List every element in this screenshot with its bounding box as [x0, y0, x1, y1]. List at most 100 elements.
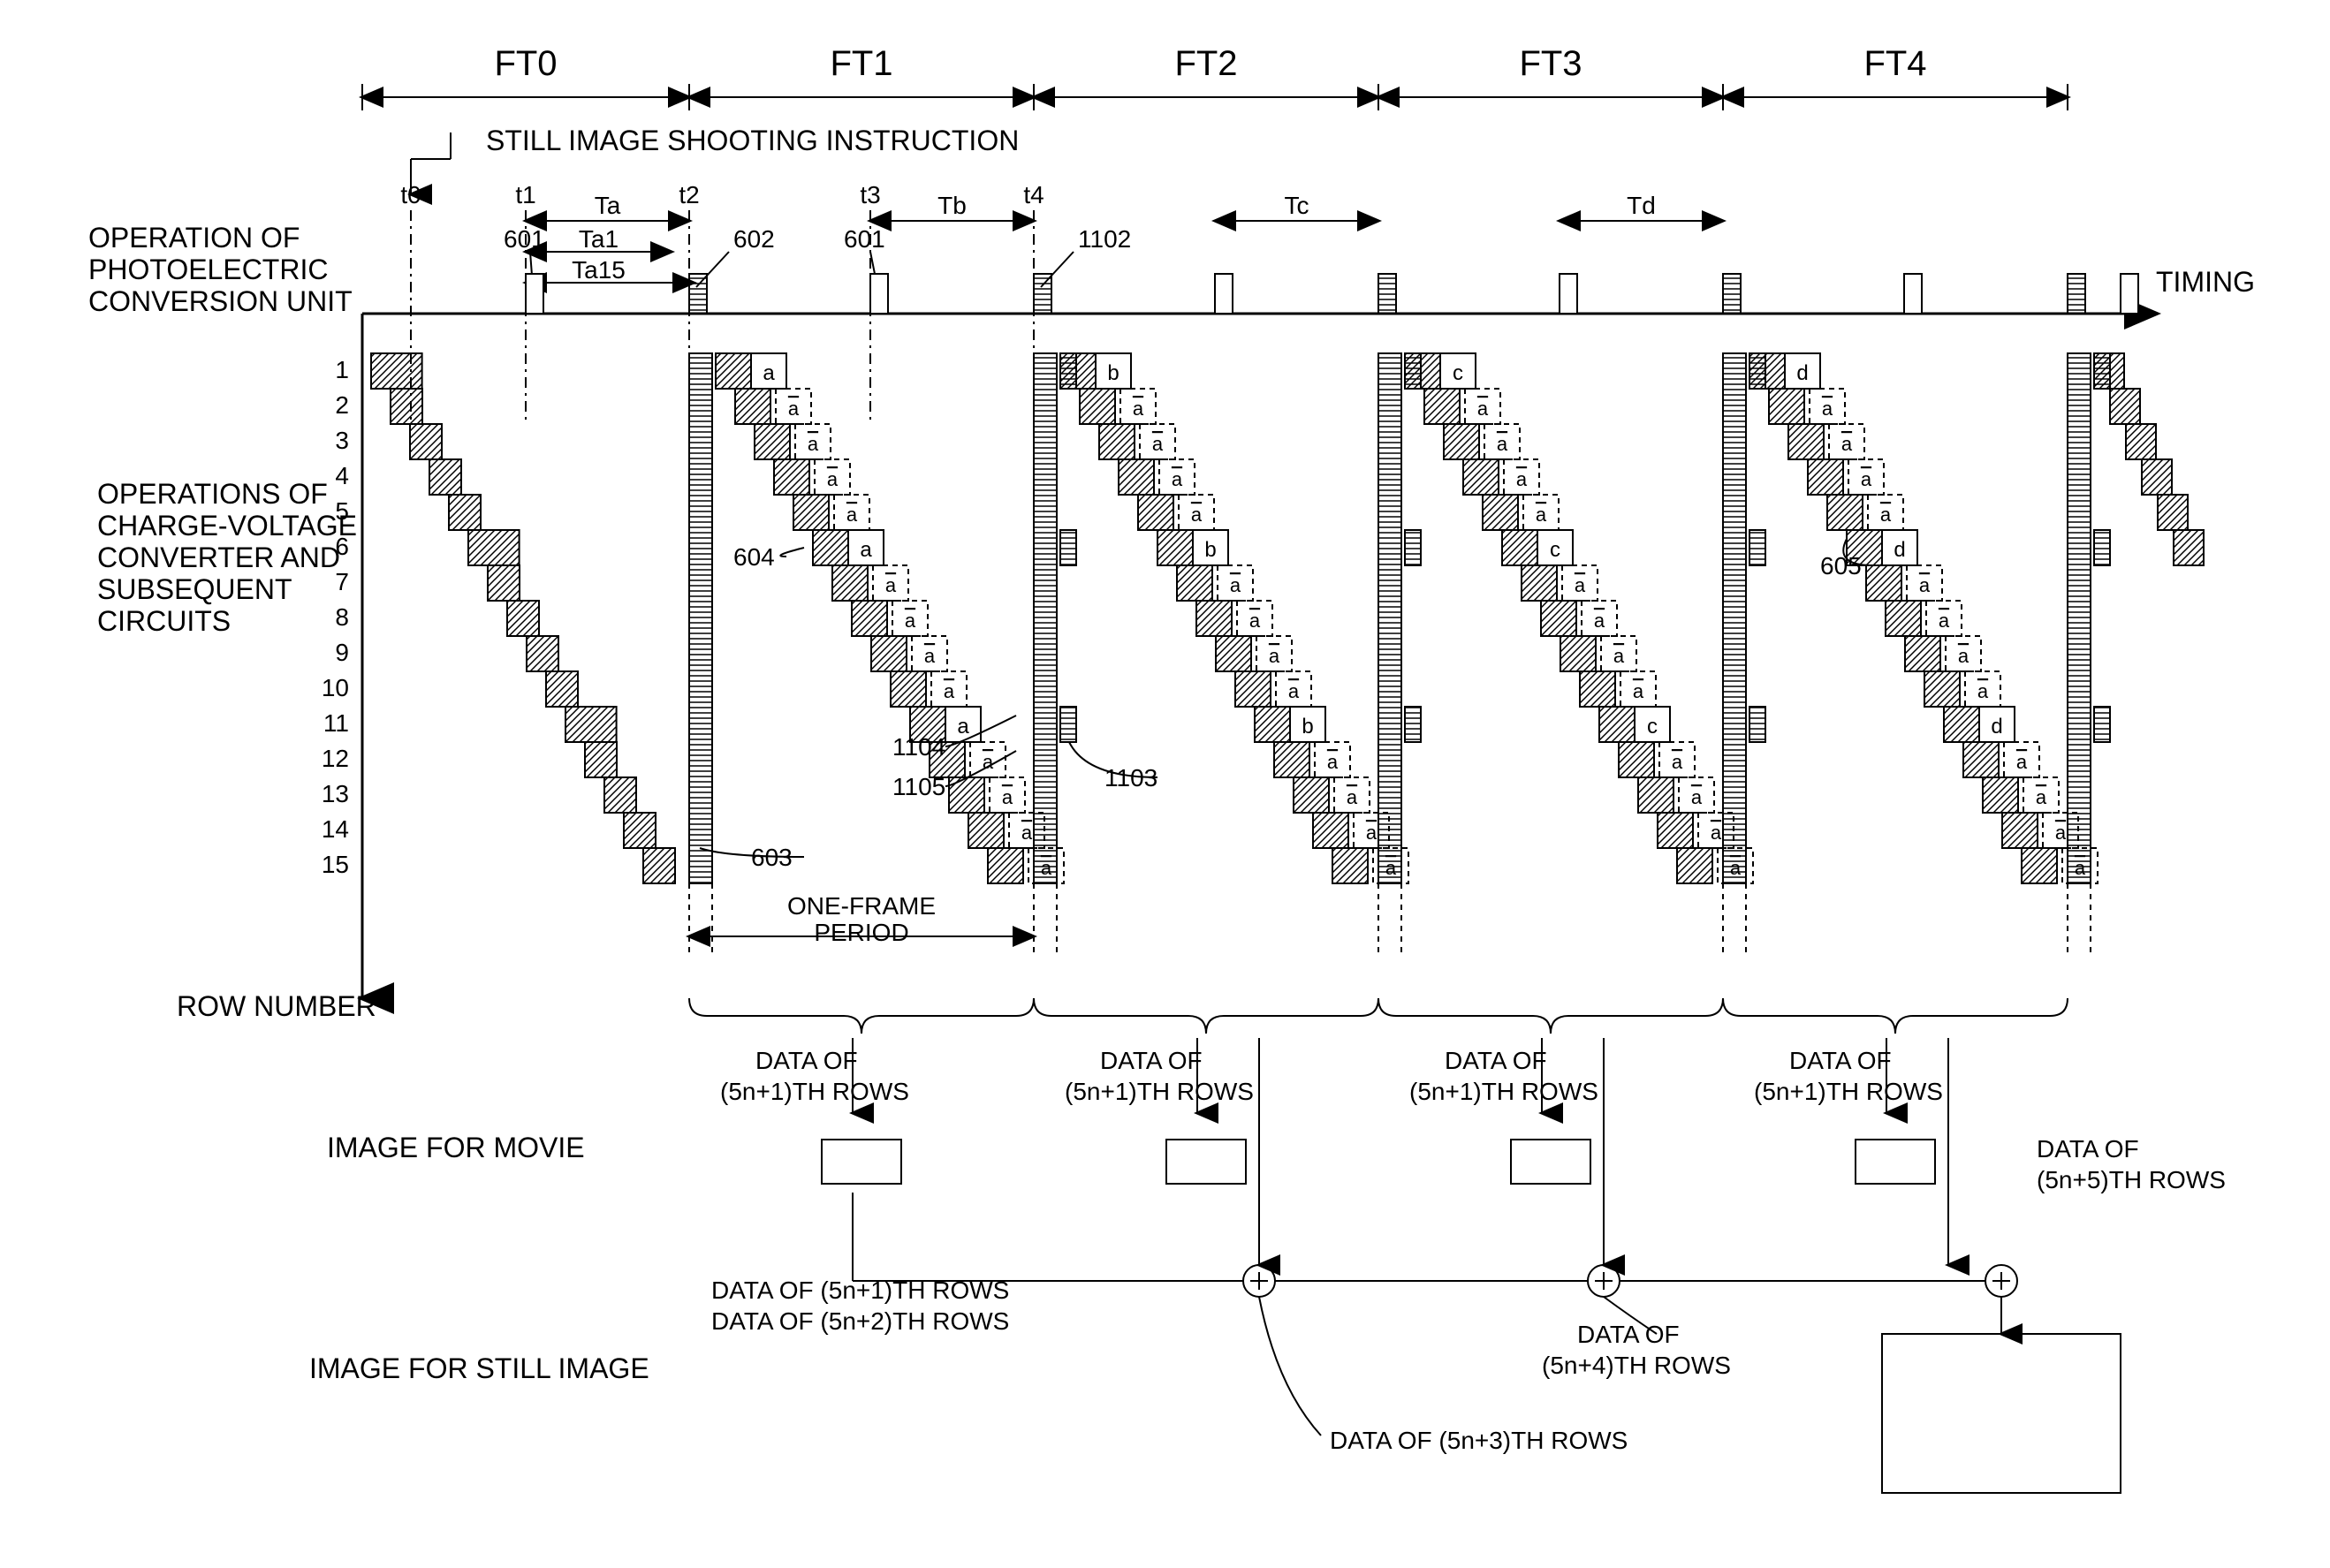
label-converter: CIRCUITS — [97, 605, 231, 637]
cell-letter: b — [1302, 715, 1313, 739]
row-number: 13 — [322, 780, 349, 807]
cell-letter: b — [1204, 538, 1216, 562]
cell-letter-abar: a — [1516, 468, 1528, 490]
rows-5n1: (5n+1)TH ROWS — [720, 1078, 909, 1105]
label-converter: CONVERTER AND — [97, 542, 340, 573]
row-number: 7 — [335, 568, 349, 595]
cell-letter: c — [1453, 361, 1463, 385]
period-ta1: Ta1 — [579, 225, 619, 253]
frame-label: FT4 — [1863, 44, 1926, 83]
cell-letter-abar: a — [1711, 822, 1722, 844]
rows-5n2: DATA OF (5n+2)TH ROWS — [711, 1307, 1009, 1335]
ref-1102: 1102 — [1078, 225, 1131, 253]
cell-letter-abar: a — [1021, 822, 1033, 844]
data-of-label: DATA OF — [1100, 1047, 1203, 1074]
rows-5n1: (5n+1)TH ROWS — [1065, 1078, 1254, 1105]
row-number: 9 — [335, 639, 349, 666]
cell-letter: c — [1647, 715, 1658, 739]
cell-letter-abar: a — [905, 610, 916, 632]
row-number: 8 — [335, 603, 349, 631]
cell-letter-abar: a — [1366, 822, 1378, 844]
label-photoelectric: PHOTOELECTRIC — [88, 254, 328, 285]
ref-label: 1105 — [892, 773, 945, 800]
cell-letter-abar: a — [1536, 504, 1547, 526]
cell-letter-abar: a — [1191, 504, 1203, 526]
cell-letter-abar: a — [1861, 468, 1872, 490]
cell-letter-abar: a — [1730, 857, 1742, 879]
label-photoelectric: CONVERSION UNIT — [88, 285, 353, 317]
cell-letter-abar: a — [1385, 857, 1397, 879]
row-number: 12 — [322, 745, 349, 772]
image-for-still-label: IMAGE FOR STILL IMAGE — [309, 1352, 649, 1384]
cell-letter-abar: a — [1477, 398, 1489, 420]
cell-letter-abar: a — [1958, 645, 1969, 667]
rows-5n5: (5n+5)TH ROWS — [2037, 1166, 2226, 1193]
time-marker: t0 — [400, 181, 421, 208]
cell-letter-abar: a — [1822, 398, 1833, 420]
cell-letter-abar: a — [788, 398, 800, 420]
row-number: 6 — [335, 533, 349, 560]
transfer-bar — [1723, 353, 1746, 883]
transfer-bar — [1034, 353, 1057, 883]
cell-letter-abar: a — [1002, 786, 1013, 808]
cell-letter-abar: a — [1288, 680, 1300, 702]
movie-frame-box — [1511, 1140, 1590, 1184]
one-frame-period: PERIOD — [814, 919, 908, 946]
period-label: Ta — [595, 192, 621, 219]
frame-label: FT2 — [1174, 44, 1237, 83]
cell-letter-abar: a — [2016, 751, 2028, 773]
period-label: Td — [1627, 192, 1656, 219]
ref-label: 605 — [1820, 552, 1862, 579]
cell-letter-abar: a — [1497, 433, 1508, 455]
label-converter: SUBSEQUENT — [97, 573, 292, 605]
frame-label: FT0 — [494, 44, 557, 83]
row-number: 14 — [322, 815, 349, 843]
cell-letter: a — [860, 538, 872, 562]
cell-letter-abar: a — [1633, 680, 1644, 702]
cell-letter-abar: a — [1939, 610, 1950, 632]
rows-5n1: (5n+1)TH ROWS — [1409, 1078, 1598, 1105]
row-number: 3 — [335, 427, 349, 454]
cell-letter-abar: a — [1133, 398, 1144, 420]
frame-label: FT3 — [1519, 44, 1582, 83]
cell-letter-abar: a — [924, 645, 936, 667]
cell-letter-abar: a — [1575, 574, 1586, 596]
label-converter: OPERATIONS OF — [97, 478, 328, 510]
cell-letter-abar: a — [1594, 610, 1605, 632]
row-number: 11 — [323, 709, 349, 737]
data-of-5n5: DATA OF — [2037, 1135, 2139, 1163]
cell-letter-abar: a — [1327, 751, 1339, 773]
ref-label: 1104 — [892, 733, 945, 761]
brace — [1378, 998, 1723, 1034]
cell-letter-abar: a — [1691, 786, 1703, 808]
movie-frame-box — [1166, 1140, 1246, 1184]
brace — [1723, 998, 2068, 1034]
data-of-5n4: DATA OF — [1577, 1321, 1680, 1348]
frame-label: FT1 — [830, 44, 892, 83]
cell-letter-abar: a — [1977, 680, 1989, 702]
period-ta15: Ta15 — [572, 256, 626, 284]
still-image-instruction-label: STILL IMAGE SHOOTING INSTRUCTION — [486, 125, 1019, 156]
time-marker: t1 — [515, 181, 535, 208]
cell-letter-abar: a — [827, 468, 839, 490]
cell-letter: a — [957, 715, 969, 739]
cell-letter-abar: a — [2075, 857, 2086, 879]
cell-letter: d — [1991, 715, 2002, 739]
brace — [689, 998, 1034, 1034]
rows-5n4: (5n+4)TH ROWS — [1542, 1352, 1731, 1379]
label-photoelectric: OPERATION OF — [88, 222, 300, 254]
still-image-box — [1882, 1334, 2121, 1493]
cell-letter-abar: a — [1613, 645, 1625, 667]
period-label: Tb — [937, 192, 967, 219]
time-marker: t2 — [679, 181, 699, 208]
cell-letter-abar: a — [1841, 433, 1853, 455]
cell-letter-abar: a — [1230, 574, 1241, 596]
row-number: 5 — [335, 497, 349, 525]
data-of-label: DATA OF — [1445, 1047, 1547, 1074]
row-number: 4 — [335, 462, 349, 489]
cell-letter-abar: a — [2036, 786, 2047, 808]
image-for-movie-label: IMAGE FOR MOVIE — [327, 1132, 585, 1163]
ref-601b: 601 — [844, 225, 885, 253]
brace — [1034, 998, 1378, 1034]
label-converter: CHARGE-VOLTAGE — [97, 510, 357, 542]
